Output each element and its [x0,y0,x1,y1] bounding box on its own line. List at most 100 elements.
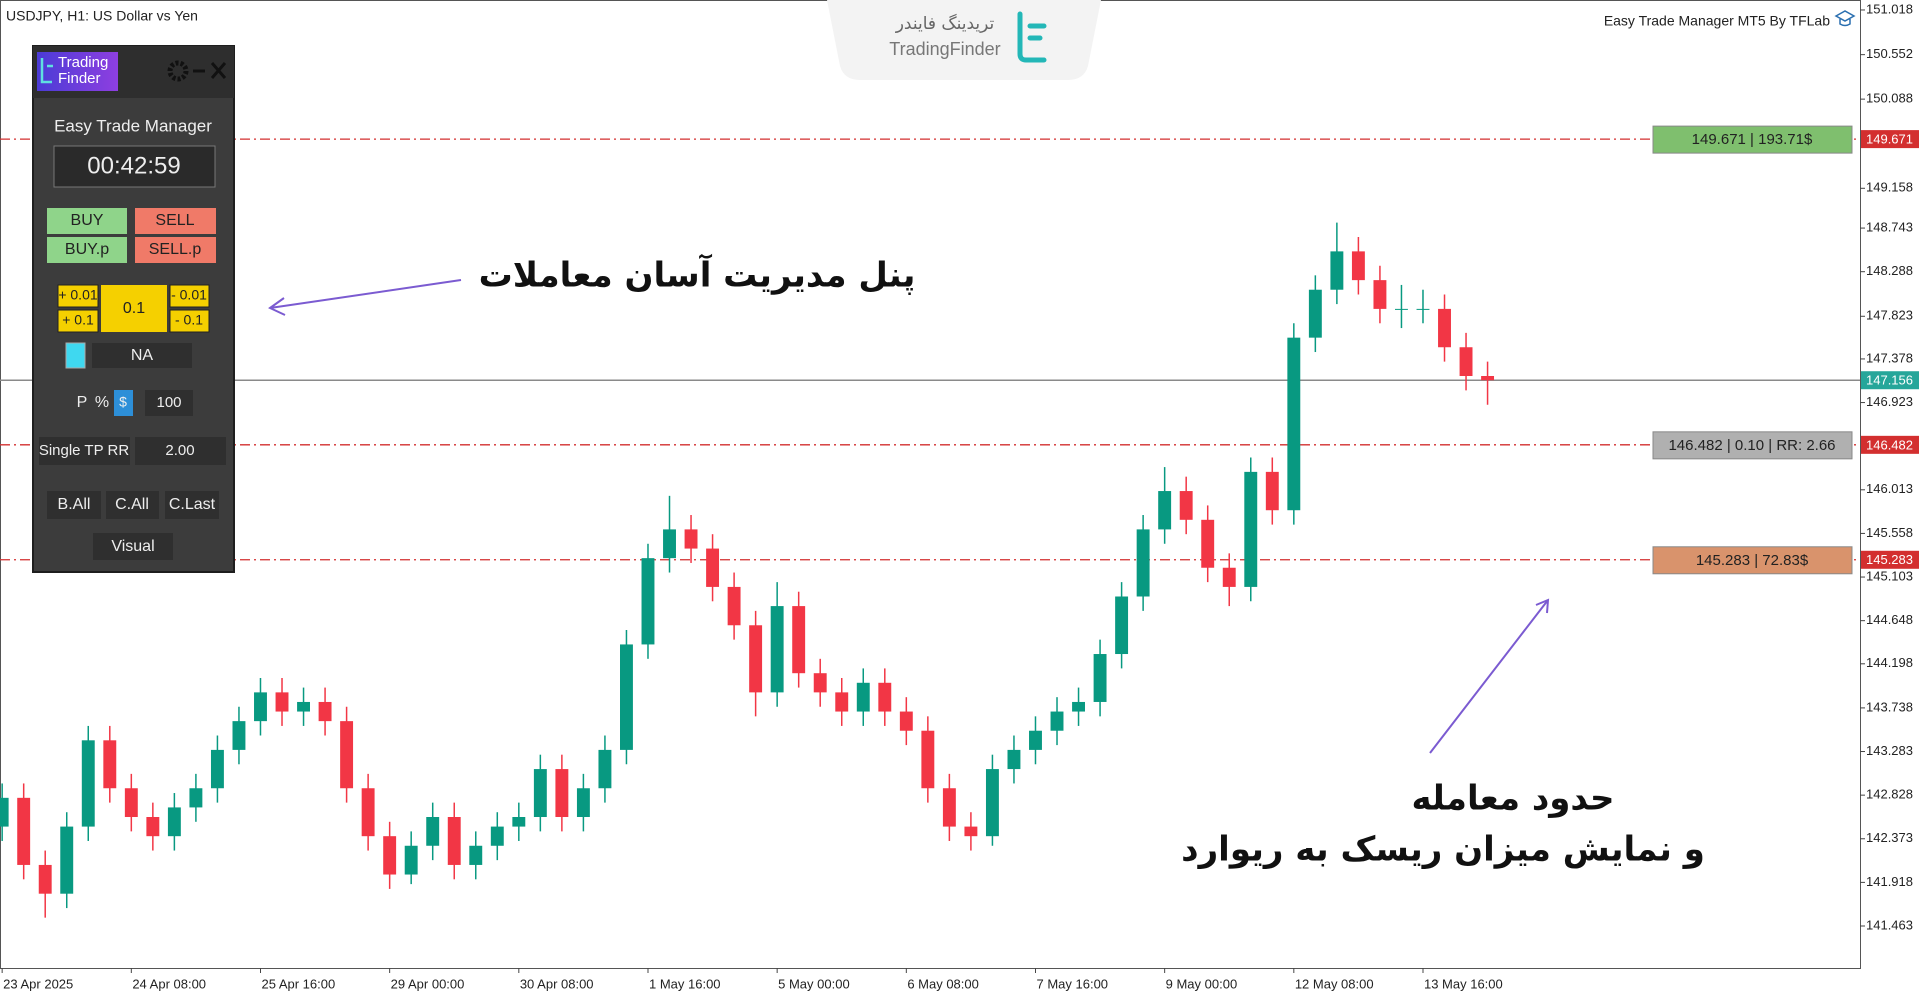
level-axis-box [1861,435,1919,454]
candle-body [706,548,720,587]
candle-body [0,797,9,827]
current-price-label: 147.156 [1866,373,1913,388]
candle-body [878,682,892,712]
timer: 00:42:59 [87,152,180,179]
settings-icon[interactable] [167,60,189,82]
x-tick-label: 7 May 16:00 [1036,976,1108,991]
y-tick-label: 146.923 [1866,394,1913,409]
level-axis-label: 146.482 [1866,437,1913,452]
risk-p[interactable]: P [77,394,88,411]
visual-button[interactable] [93,533,173,560]
candle-body [490,826,504,846]
lot-value: 0.1 [123,300,145,317]
level-label-box [1652,431,1853,460]
candle-body [598,749,612,789]
minus-big-label: - 0.1 [175,312,203,328]
sell-label: SELL [155,212,194,229]
y-tick-label: 141.918 [1866,874,1913,889]
candle-body [1136,529,1150,597]
levels-annotation: و نمایش میزان ریسک به ریوارد [1181,830,1705,870]
plus-big-button[interactable] [57,309,99,333]
panel-annotation: پنل مدیریت آسان معاملات [479,254,916,296]
indicator-icon [1834,10,1856,27]
candle-body [426,817,440,846]
x-tick-label: 6 May 08:00 [907,976,979,991]
level-label: 149.671 | 193.71$ [1692,131,1813,148]
tp-value-box[interactable] [135,437,226,465]
candle-body [1265,471,1279,511]
candle-body [1438,308,1451,348]
x-tick-label: 9 May 00:00 [1166,976,1238,991]
plot-frame [0,0,1861,969]
logo-text: Trading [58,54,108,71]
candle-body [856,682,870,712]
candle-body [210,749,224,789]
lot-box[interactable] [101,285,167,332]
candle-body [1222,567,1236,587]
sell-pending-label: SELL.p [149,241,202,258]
plus-small-label: + 0.01 [58,287,98,303]
x-tick-label: 12 May 08:00 [1295,976,1374,991]
candle-body [1029,730,1042,750]
level-label: 145.283 | 72.83$ [1696,552,1809,569]
minus-small-label: - 0.01 [171,287,207,303]
candle-body [383,836,397,875]
candle-body [942,788,956,827]
risk-usd-box[interactable] [114,390,133,416]
mode-label: NA [131,347,154,364]
sell-button[interactable] [135,208,216,234]
close-all-button[interactable] [106,491,159,519]
y-tick-label: 144.198 [1866,655,1913,670]
close-buys-button[interactable] [47,491,101,519]
level-axis-label: 149.671 [1866,132,1913,147]
buy-pending-button[interactable] [47,237,127,263]
close-all-label: C.All [115,496,149,513]
sell-pending-button[interactable] [135,237,216,263]
close-last-button[interactable] [165,491,219,519]
buy-pending-label: BUY.p [65,241,109,258]
candle-body [533,769,547,818]
risk-pct[interactable]: % [95,394,109,411]
minus-small-button[interactable] [169,284,210,308]
levels-annotation: حدود معامله [1411,779,1614,819]
candle-body [1416,308,1430,310]
x-tick-label: 5 May 00:00 [778,976,850,991]
close-icon[interactable] [210,62,227,79]
minus-big-button[interactable] [169,309,210,333]
mode-box[interactable] [92,343,192,368]
x-tick-label: 29 Apr 00:00 [391,976,465,991]
y-tick-label: 145.103 [1866,568,1913,583]
candle-body [17,797,31,865]
candle-body [60,826,74,894]
visual-label: Visual [111,538,154,555]
level-axis-box [1861,130,1919,149]
candle-body [663,529,676,559]
candle-body [1179,491,1193,520]
candle-body [254,692,267,722]
candle-body [340,721,354,789]
candle-body [1373,280,1387,309]
candle-body [749,625,763,693]
y-tick-label: 143.283 [1866,743,1913,758]
plus-big-label: + 0.1 [62,312,94,328]
mode-toggle[interactable] [65,342,86,369]
candle-body [684,529,698,549]
plus-small-button[interactable] [57,284,99,308]
candle-body [447,817,461,865]
logo-text: Finder [58,70,101,87]
candle-body [899,711,913,731]
tp-mode-box[interactable] [39,437,130,465]
annotation-arrow [1429,598,1550,754]
buy-button[interactable] [47,208,127,234]
candle-body [297,701,310,712]
candle-body [1330,251,1344,290]
candle-body [1459,347,1473,377]
risk-value-box[interactable] [145,390,193,416]
y-tick-label: 141.463 [1866,917,1913,932]
candle-body [1007,749,1021,770]
candle-body [985,769,999,837]
candle-body [404,845,418,875]
